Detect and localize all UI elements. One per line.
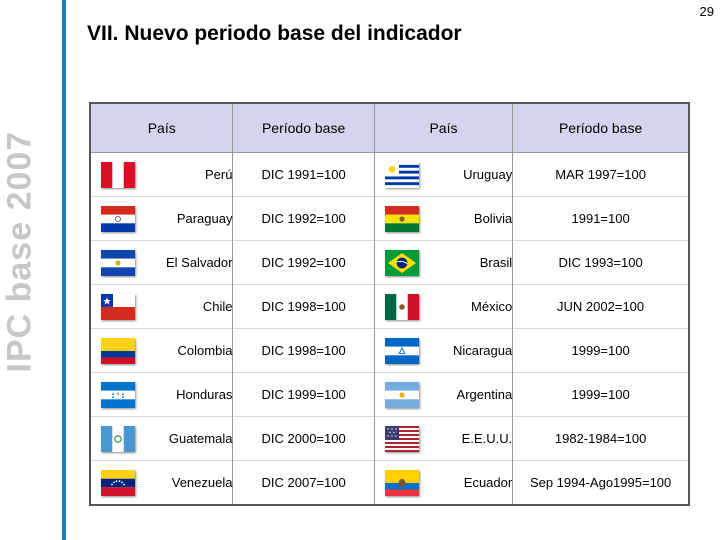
base-period-cell: DIC 1998=100	[232, 284, 375, 329]
header-base-left: Período base	[232, 103, 375, 153]
base-period-cell: DIC 1991=100	[232, 152, 375, 197]
country-cell: Paraguay	[89, 196, 233, 241]
table-row: Honduras DIC 1999=100 Argentina 1999=100	[89, 372, 689, 417]
country-cell: Colombia	[89, 328, 233, 373]
country-name: Colombia	[177, 343, 233, 358]
base-period-table: País Período base País Período base Perú…	[89, 102, 690, 506]
base-period-cell: 1982-1984=100	[512, 416, 689, 461]
country-name: Venezuela	[171, 475, 233, 490]
country-cell: Nicaragua	[373, 328, 513, 373]
country-name: Perú	[205, 167, 233, 182]
country-cell: Venezuela	[89, 460, 233, 505]
country-name: Honduras	[176, 387, 233, 402]
country-cell: Uruguay	[373, 152, 513, 197]
country-name: Uruguay	[463, 167, 513, 182]
argentina-flag-icon	[384, 381, 419, 408]
table-row: Paraguay DIC 1992=100 Bolivia 1991=100	[89, 196, 689, 241]
country-cell: Chile	[89, 284, 233, 329]
bolivia-flag-icon	[384, 205, 419, 232]
nicaragua-flag-icon	[384, 337, 419, 364]
base-period-cell: DIC 2007=100	[232, 460, 375, 505]
slide-title: VII. Nuevo periodo base del indicador	[87, 22, 462, 45]
base-period-cell: JUN 2002=100	[512, 284, 689, 329]
country-cell: Perú	[89, 152, 233, 197]
country-name: Bolivia	[473, 211, 513, 226]
country-cell: Ecuador	[373, 460, 513, 505]
ecuador-flag-icon	[384, 469, 419, 496]
country-cell: México	[373, 284, 513, 329]
side-label: IPC base 2007	[0, 130, 39, 373]
country-cell: Argentina	[373, 372, 513, 417]
country-name: Argentina	[456, 387, 513, 402]
header-country-left: País	[89, 103, 233, 153]
country-cell: Guatemala	[89, 416, 233, 461]
country-name: E.E.U.U.	[461, 431, 513, 446]
honduras-flag-icon	[101, 381, 135, 408]
country-name: Paraguay	[176, 211, 233, 226]
peru-flag-icon	[101, 161, 135, 188]
base-period-cell: MAR 1997=100	[512, 152, 689, 197]
brazil-flag-icon	[384, 249, 419, 276]
table-row: El Salvador DIC 1992=100 Brasil DIC 1993=10…	[89, 240, 689, 285]
country-name: Chile	[202, 299, 233, 314]
table-body: Perú DIC 1991=100 Uruguay MAR 1997=100 Parag…	[89, 152, 689, 505]
el-salvador-flag-icon	[101, 249, 135, 276]
base-period-cell: 1991=100	[512, 196, 689, 241]
table-row: Guatemala DIC 2000=100 E.E.U.U. 1982-1984=1…	[89, 416, 689, 461]
country-cell: Honduras	[89, 372, 233, 417]
country-name: Nicaragua	[452, 343, 513, 358]
base-period-cell: DIC 1998=100	[232, 328, 375, 373]
header-base-right: Período base	[512, 103, 689, 153]
venezuela-flag-icon	[101, 469, 135, 496]
mexico-flag-icon	[384, 293, 419, 320]
table-row: Colombia DIC 1998=100 Nicaragua 1999=100	[89, 328, 689, 373]
side-accent-rule	[62, 0, 66, 540]
usa-flag-icon	[384, 425, 419, 452]
base-period-cell: Sep 1994-Ago1995=100	[512, 460, 689, 505]
country-cell: El Salvador	[89, 240, 233, 285]
country-cell: Brasil	[373, 240, 513, 285]
page-number: 29	[699, 4, 714, 19]
country-name: Guatemala	[168, 431, 233, 446]
country-name: México	[471, 299, 513, 314]
uruguay-flag-icon	[384, 161, 419, 188]
base-period-cell: 1999=100	[512, 328, 689, 373]
table-header-row: País Período base País Período base	[89, 103, 689, 153]
country-name: Ecuador	[463, 475, 513, 490]
colombia-flag-icon	[101, 337, 135, 364]
table-row: Venezuela DIC 2007=100 Ecuador Sep 1994-Ago…	[89, 460, 689, 505]
country-name: Brasil	[479, 255, 513, 270]
base-period-cell: DIC 1993=100	[512, 240, 689, 285]
base-period-cell: 1999=100	[512, 372, 689, 417]
country-name: El Salvador	[165, 255, 233, 270]
table-row: Chile DIC 1998=100 México JUN 2002=100	[89, 284, 689, 329]
base-period-cell: DIC 2000=100	[232, 416, 375, 461]
guatemala-flag-icon	[101, 425, 135, 452]
base-period-cell: DIC 1992=100	[232, 196, 375, 241]
chile-flag-icon	[101, 293, 135, 320]
table-row: Perú DIC 1991=100 Uruguay MAR 1997=100	[89, 152, 689, 197]
base-period-cell: DIC 1992=100	[232, 240, 375, 285]
header-country-right: País	[373, 103, 513, 153]
country-cell: Bolivia	[373, 196, 513, 241]
country-cell: E.E.U.U.	[373, 416, 513, 461]
base-period-cell: DIC 1999=100	[232, 372, 375, 417]
paraguay-flag-icon	[101, 205, 135, 232]
